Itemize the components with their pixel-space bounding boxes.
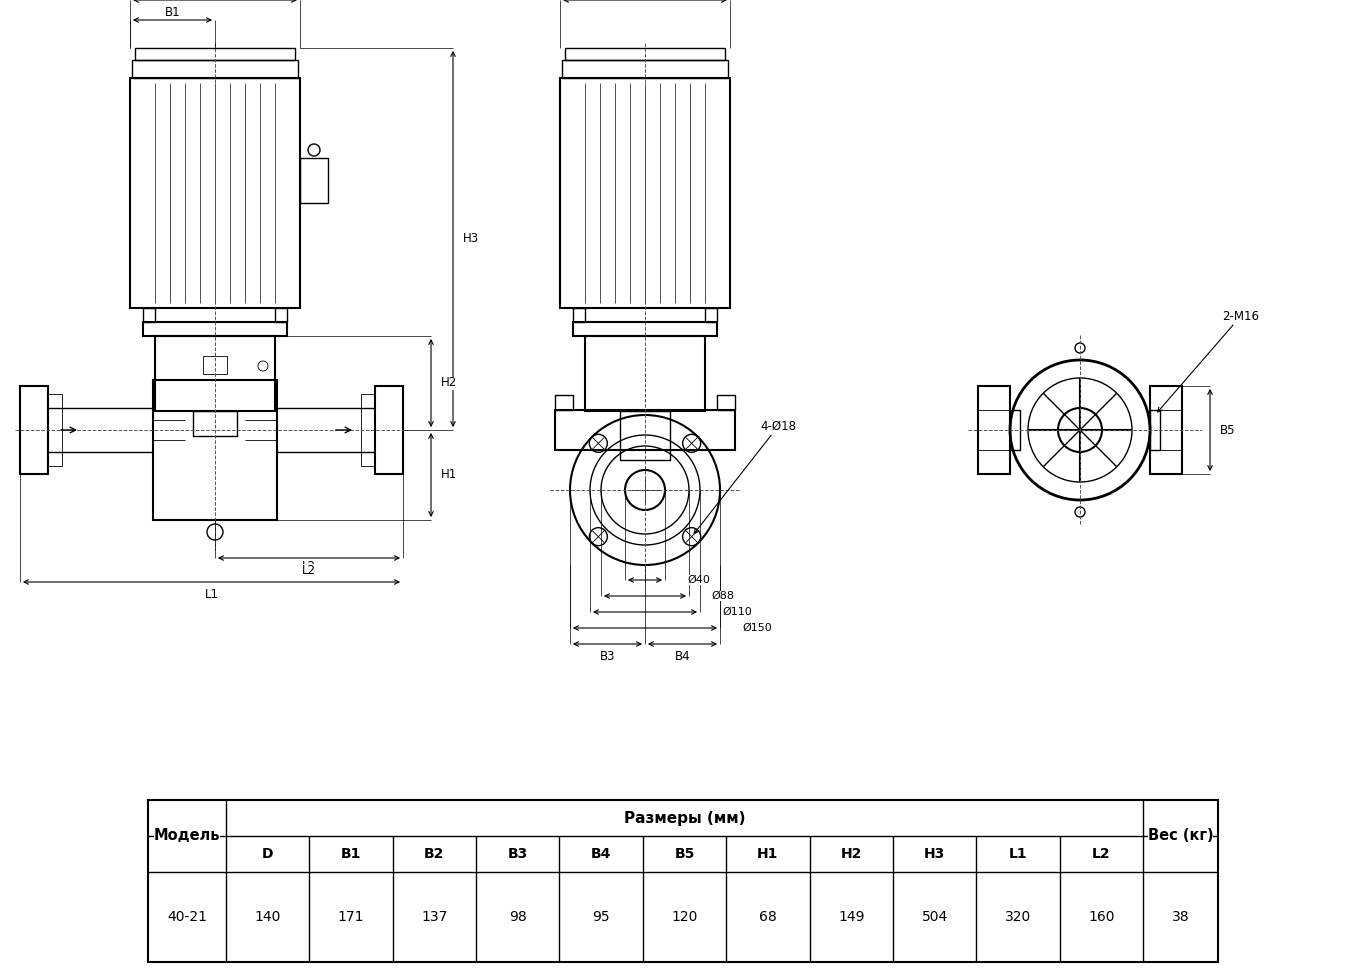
Text: Модель: Модель: [154, 829, 220, 843]
Bar: [1150, 386, 1182, 474]
Text: B3: B3: [600, 649, 615, 662]
Text: D: D: [262, 847, 273, 861]
Text: H3: H3: [923, 847, 945, 861]
Bar: [153, 380, 277, 520]
Text: L2: L2: [302, 560, 316, 572]
Text: B4: B4: [591, 847, 612, 861]
Bar: [717, 395, 735, 410]
Text: H2: H2: [441, 376, 458, 389]
Text: 120: 120: [671, 910, 698, 924]
Text: Ø88: Ø88: [710, 591, 734, 601]
Bar: [1009, 410, 1020, 450]
Text: H2: H2: [840, 847, 862, 861]
Text: B5: B5: [675, 847, 695, 861]
Text: 504: 504: [922, 910, 948, 924]
Bar: [560, 78, 729, 308]
Bar: [620, 411, 669, 460]
Text: 149: 149: [837, 910, 865, 924]
Bar: [572, 308, 585, 322]
Text: B1: B1: [165, 6, 180, 19]
Bar: [20, 386, 48, 474]
Text: L2: L2: [302, 564, 316, 576]
Bar: [193, 411, 236, 436]
Text: Ø110: Ø110: [723, 607, 751, 617]
Text: 2-М16: 2-М16: [1157, 310, 1259, 412]
Bar: [561, 60, 728, 78]
Text: H3: H3: [463, 232, 479, 246]
Bar: [143, 308, 154, 322]
Text: Ø40: Ø40: [687, 575, 710, 585]
Bar: [705, 308, 717, 322]
Text: 98: 98: [510, 910, 527, 924]
Bar: [143, 322, 287, 336]
Text: L1: L1: [205, 588, 219, 601]
Text: 171: 171: [337, 910, 365, 924]
Text: B5: B5: [1220, 423, 1235, 437]
Text: 137: 137: [421, 910, 448, 924]
Text: L1: L1: [1008, 847, 1027, 861]
Text: 38: 38: [1172, 910, 1190, 924]
Bar: [566, 48, 725, 60]
Bar: [376, 386, 403, 474]
Text: B3: B3: [508, 847, 527, 861]
Text: B1: B1: [342, 847, 361, 861]
Bar: [1150, 410, 1160, 450]
Text: 95: 95: [593, 910, 611, 924]
Text: 140: 140: [254, 910, 281, 924]
Text: 320: 320: [1005, 910, 1031, 924]
Bar: [301, 158, 328, 203]
Bar: [48, 394, 61, 466]
Bar: [978, 386, 1009, 474]
Text: B2: B2: [425, 847, 444, 861]
Bar: [275, 308, 287, 322]
Text: 40-21: 40-21: [167, 910, 208, 924]
Bar: [135, 48, 295, 60]
Text: 160: 160: [1089, 910, 1115, 924]
Bar: [154, 336, 275, 411]
Text: L2: L2: [1091, 847, 1111, 861]
Text: H1: H1: [441, 469, 458, 482]
Text: B4: B4: [675, 649, 690, 662]
Text: 4-Ø18: 4-Ø18: [694, 420, 796, 533]
Bar: [555, 395, 572, 410]
Bar: [148, 800, 1218, 962]
Text: H1: H1: [757, 847, 779, 861]
Bar: [204, 356, 227, 374]
Text: Размеры (мм): Размеры (мм): [624, 810, 746, 826]
Bar: [130, 78, 301, 308]
Bar: [133, 60, 298, 78]
Bar: [555, 410, 735, 450]
Text: Ø150: Ø150: [742, 623, 772, 633]
Text: 68: 68: [759, 910, 777, 924]
Bar: [572, 322, 717, 336]
Bar: [361, 394, 376, 466]
Text: Вес (кг): Вес (кг): [1147, 829, 1213, 843]
Bar: [585, 336, 705, 411]
